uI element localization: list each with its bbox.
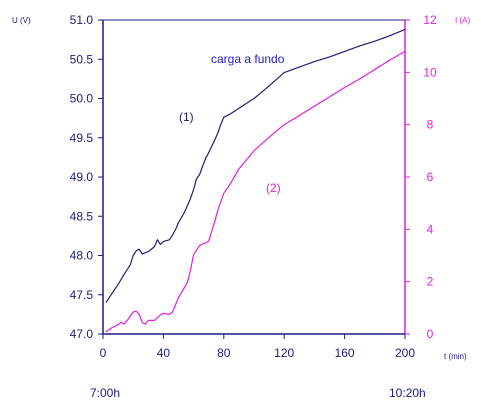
- right-tick-label-0: 0: [427, 327, 434, 341]
- series-line-1: [105, 28, 406, 303]
- annotation-carga-a-fundo: carga a fundo: [211, 52, 285, 66]
- right-tick-label-6: 12: [423, 13, 437, 27]
- right-axis-unit: I (A): [455, 16, 470, 25]
- x-axis-ticks: 0 40 80 120 160 200: [100, 334, 415, 360]
- x-tick-label-3: 120: [274, 346, 294, 360]
- series-layer: [105, 28, 406, 333]
- x-tick-label-0: 0: [100, 346, 107, 360]
- left-tick-label-3: 48.5: [70, 209, 94, 223]
- left-tick-label-5: 49.5: [70, 131, 94, 145]
- series-line-2: [105, 50, 406, 333]
- left-axis-unit: U (V): [12, 16, 31, 25]
- plot-area: [103, 20, 405, 333]
- left-tick-label-0: 47.0: [70, 327, 94, 341]
- left-tick-label-1: 47.5: [70, 288, 94, 302]
- right-axis-ticks: 0 2 4 6 8 10 12: [405, 13, 437, 341]
- left-tick-label-4: 49.0: [70, 170, 94, 184]
- left-tick-label-6: 50.0: [70, 92, 94, 106]
- start-time-label: 7:00h: [90, 386, 120, 400]
- right-tick-label-5: 10: [423, 65, 437, 79]
- right-tick-label-2: 4: [427, 222, 434, 236]
- x-tick-label-4: 160: [335, 346, 355, 360]
- left-tick-label-7: 50.5: [70, 52, 94, 66]
- series-2-label: (2): [266, 181, 281, 195]
- left-tick-label-8: 51.0: [70, 13, 94, 27]
- right-tick-label-4: 8: [427, 118, 434, 132]
- right-tick-label-3: 6: [427, 170, 434, 184]
- x-tick-label-5: 200: [395, 346, 415, 360]
- left-axis-ticks: 47.0 47.5 48.0 48.5 49.0 49.5 50.0 50.5 51.0: [70, 13, 103, 341]
- series-1-label: (1): [179, 110, 194, 124]
- right-tick-label-1: 2: [427, 275, 434, 289]
- x-axis-unit: t (min): [444, 352, 467, 361]
- end-time-label: 10:20h: [389, 386, 426, 400]
- x-tick-label-2: 80: [217, 346, 231, 360]
- x-tick-label-1: 40: [157, 346, 171, 360]
- left-tick-label-2: 48.0: [70, 249, 94, 263]
